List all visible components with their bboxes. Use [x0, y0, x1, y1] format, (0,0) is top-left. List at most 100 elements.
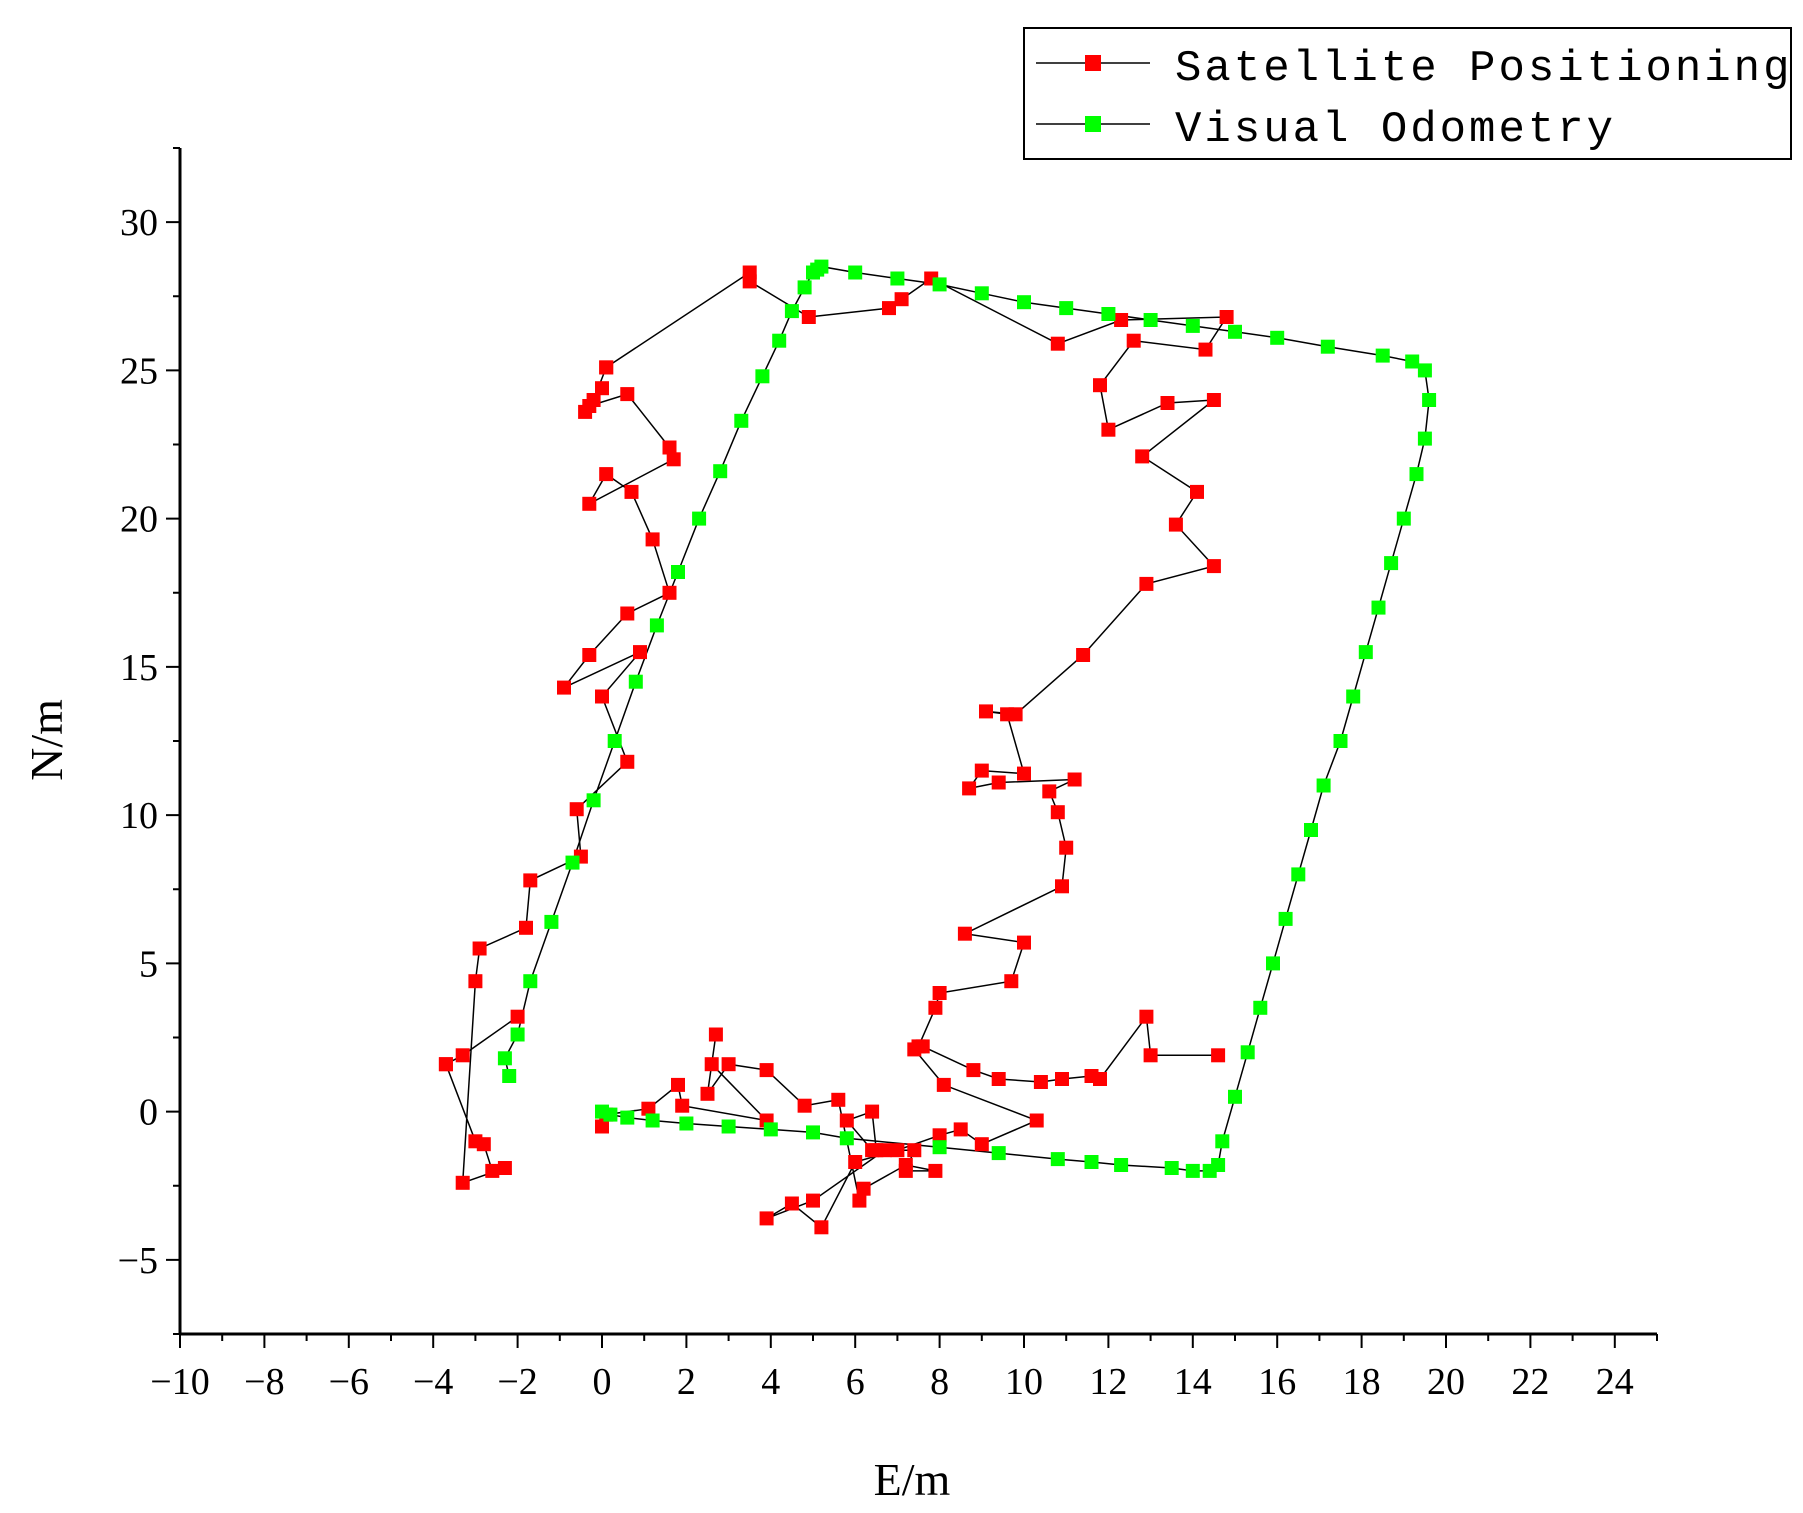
- satellite-positioning-loop-point: [586, 393, 601, 407]
- visual-odometry-point: [974, 286, 989, 301]
- satellite-positioning-loop-point: [599, 360, 614, 375]
- visual-odometry-point: [1417, 363, 1432, 378]
- satellite-positioning-loop-point: [578, 404, 593, 419]
- x-axis-title: E/m: [874, 1454, 951, 1505]
- visual-odometry-point: [1240, 1045, 1255, 1060]
- y-tick-label: 10: [120, 795, 158, 837]
- satellite-positioning-loop-point: [1135, 449, 1150, 464]
- satellite-positioning-point: [797, 1098, 812, 1113]
- satellite-positioning-loop-point: [1206, 559, 1221, 574]
- satellite-positioning-loop-point: [662, 440, 677, 455]
- satellite-positioning-loop-point: [633, 645, 647, 660]
- satellite-positioning-loop-point: [1126, 333, 1141, 348]
- visual-odometry-point: [1409, 467, 1424, 482]
- visual-odometry-point: [1384, 556, 1399, 571]
- visual-odometry-point: [1084, 1155, 1099, 1169]
- satellite-positioning-loop-point: [595, 689, 609, 704]
- x-tick-label: −4: [413, 1361, 453, 1403]
- x-tick-label: −8: [244, 1361, 284, 1403]
- visual-odometry-point: [523, 974, 538, 989]
- satellite-positioning-loop-point: [974, 763, 989, 778]
- visual-odometry-point: [1270, 330, 1285, 345]
- satellite-positioning-point: [1139, 1009, 1154, 1024]
- visual-odometry-point: [1215, 1134, 1230, 1149]
- visual-odometry-point: [1304, 823, 1318, 837]
- plot-markers: [438, 259, 1437, 1235]
- satellite-positioning-loop-point: [911, 1039, 926, 1054]
- satellite-positioning-point: [671, 1077, 685, 1092]
- ticks: −10 −8 −6 −4 −2 0 2 4 6 8 10 12 14 16 18 20 22 24−5051015…: [118, 147, 1658, 1403]
- satellite-positioning-point: [721, 1057, 736, 1072]
- visual-odometry-point: [1396, 511, 1411, 526]
- satellite-positioning-loop-point: [1168, 517, 1183, 532]
- visual-odometry-point: [1185, 1163, 1200, 1178]
- visual-odometry-point: [713, 464, 728, 479]
- satellite-positioning-loop-point: [497, 1161, 512, 1175]
- satellite-positioning-loop-point: [510, 1009, 525, 1024]
- satellite-positioning-loop-point: [582, 496, 597, 511]
- satellite-positioning-loop-point: [1076, 648, 1091, 662]
- satellite-positioning-point: [806, 1193, 820, 1208]
- satellite-positioning-loop-point: [645, 532, 660, 547]
- satellite-positioning-loop-point: [1198, 342, 1213, 357]
- visual-odometry-point: [679, 1116, 694, 1131]
- visual-odometry-point: [1333, 734, 1348, 748]
- satellite-positioning-loop-point: [666, 452, 681, 467]
- visual-odometry-point: [1316, 778, 1331, 793]
- satellite-positioning-loop-point: [1093, 378, 1107, 393]
- satellite-positioning-loop-point: [468, 974, 483, 989]
- satellite-positioning-loop-point: [1206, 393, 1221, 407]
- visual-odometry-point: [932, 1140, 947, 1155]
- satellite-positioning-loop-point: [957, 926, 972, 941]
- visual-odometry-point: [1114, 1158, 1129, 1172]
- visual-odometry-point: [890, 271, 905, 286]
- satellite-positioning-loop-point: [1067, 772, 1082, 787]
- satellite-positioning-loop-point: [1139, 576, 1154, 591]
- visual-odometry-point: [671, 565, 685, 579]
- satellite-positioning-point: [1029, 1113, 1044, 1128]
- visual-odometry-point: [497, 1051, 512, 1066]
- y-tick-label: −5: [118, 1240, 158, 1282]
- satellite-positioning-point: [953, 1122, 968, 1137]
- satellite-positioning-loop-point: [620, 606, 635, 621]
- satellite-positioning-point: [898, 1158, 913, 1172]
- satellite-positioning-point: [1084, 1069, 1099, 1083]
- satellite-positioning-loop-point: [485, 1163, 500, 1178]
- x-tick-label: 16: [1258, 1361, 1296, 1403]
- x-tick-label: 12: [1089, 1361, 1127, 1403]
- satellite-positioning-point: [890, 1143, 905, 1158]
- satellite-positioning-point: [704, 1057, 719, 1072]
- visual-odometry-point: [1405, 354, 1420, 369]
- satellite-positioning-point: [852, 1193, 867, 1208]
- x-tick-label: 6: [846, 1361, 865, 1403]
- visual-odometry-point: [763, 1122, 778, 1137]
- visual-odometry-point: [1320, 339, 1335, 354]
- satellite-positioning-loop-point: [1000, 707, 1015, 722]
- visual-odometry-point: [806, 1125, 820, 1140]
- visual-odometry-point: [1017, 295, 1031, 310]
- visual-odometry-point: [932, 277, 947, 292]
- satellite-positioning-loop-point: [624, 484, 639, 499]
- visual-odometry-point: [502, 1069, 517, 1083]
- satellite-positioning-loop-point: [1017, 766, 1031, 781]
- x-tick-label: 2: [677, 1361, 696, 1403]
- satellite-positioning-loop-point: [801, 310, 816, 324]
- visual-odometry-point: [1185, 318, 1200, 333]
- x-tick-label: 24: [1596, 1361, 1634, 1403]
- satellite-positioning-loop-point: [742, 274, 757, 289]
- visual-odometry-point: [620, 1110, 635, 1125]
- satellite-positioning-loop-point: [1004, 974, 1019, 989]
- satellite-positioning-loop-point: [662, 585, 677, 600]
- satellite-positioning-loop-point: [476, 1137, 491, 1152]
- visual-odometry-point: [1253, 1000, 1268, 1015]
- satellite-positioning-point: [784, 1196, 799, 1211]
- satellite-positioning-loop-point: [1059, 840, 1074, 855]
- satellite-positioning-loop-point: [455, 1048, 470, 1063]
- visual-odometry-point: [1050, 1152, 1065, 1167]
- satellite-positioning-loop-point: [991, 775, 1006, 790]
- visual-odometry-point: [1422, 393, 1437, 407]
- x-tick-label: −10: [150, 1361, 209, 1403]
- satellite-positioning-point: [974, 1137, 989, 1152]
- satellite-positioning-point: [1055, 1072, 1069, 1086]
- satellite-positioning-loop-point: [620, 387, 635, 402]
